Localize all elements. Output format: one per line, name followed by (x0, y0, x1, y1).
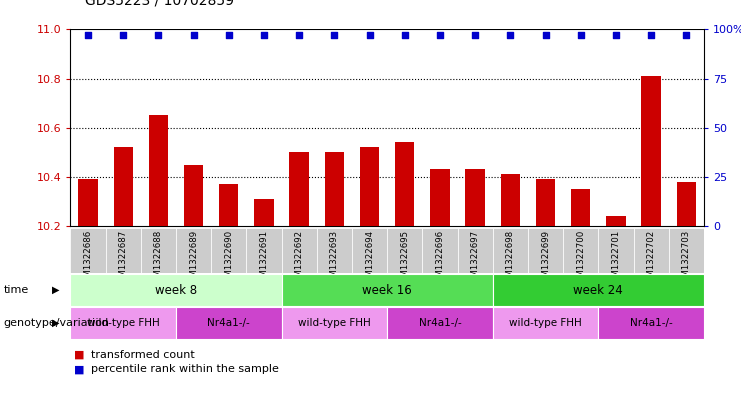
Point (293, 32, 305, 39)
Text: GSM1322695: GSM1322695 (400, 230, 409, 288)
Bar (598, 307, 704, 339)
Bar (70, 228, 105, 273)
Text: week 8: week 8 (155, 283, 197, 297)
Bar (290, 152, 309, 226)
Text: ■: ■ (74, 364, 84, 375)
Bar (677, 182, 696, 226)
Bar (501, 174, 520, 226)
Bar (536, 179, 555, 226)
Bar (668, 228, 704, 273)
Text: GSM1322688: GSM1322688 (154, 230, 163, 288)
Bar (642, 76, 661, 226)
Text: GSM1322686: GSM1322686 (84, 230, 93, 288)
Text: GSM1322693: GSM1322693 (330, 230, 339, 288)
Bar (457, 228, 493, 273)
Bar (571, 189, 591, 226)
Bar (422, 228, 457, 273)
Bar (246, 228, 282, 273)
Point (434, 32, 446, 39)
Point (153, 32, 165, 39)
Bar (395, 142, 414, 226)
Bar (493, 307, 598, 339)
Bar (528, 228, 563, 273)
Bar (360, 147, 379, 226)
Bar (563, 228, 598, 273)
Point (610, 32, 622, 39)
Bar (352, 228, 387, 273)
Bar (79, 179, 98, 226)
Point (82, 32, 94, 39)
Bar (325, 152, 344, 226)
Point (575, 32, 587, 39)
Point (258, 32, 270, 39)
Text: ▶: ▶ (52, 318, 59, 328)
Text: GSM1322698: GSM1322698 (506, 230, 515, 288)
Text: GSM1322687: GSM1322687 (119, 230, 127, 288)
Point (187, 32, 199, 39)
Text: ■: ■ (74, 350, 84, 360)
Bar (598, 228, 634, 273)
Text: Nr4a1-/-: Nr4a1-/- (630, 318, 673, 328)
Bar (387, 307, 493, 339)
Bar (176, 228, 211, 273)
Point (364, 32, 376, 39)
Text: Nr4a1-/-: Nr4a1-/- (419, 318, 462, 328)
Bar (141, 228, 176, 273)
Point (539, 32, 551, 39)
Bar (70, 274, 282, 306)
Text: GSM1322702: GSM1322702 (647, 230, 656, 288)
Point (645, 32, 657, 39)
Bar (634, 228, 668, 273)
Bar (316, 228, 352, 273)
Bar (282, 307, 387, 339)
Bar (211, 228, 246, 273)
Text: GSM1322689: GSM1322689 (189, 230, 198, 288)
Bar (105, 228, 141, 273)
Text: genotype/variation: genotype/variation (4, 318, 110, 328)
Text: wild-type FHH: wild-type FHH (298, 318, 370, 328)
Text: week 16: week 16 (362, 283, 412, 297)
Text: week 24: week 24 (574, 283, 623, 297)
Bar (431, 169, 450, 226)
Text: wild-type FHH: wild-type FHH (509, 318, 582, 328)
Bar (219, 184, 239, 226)
Bar (606, 216, 625, 226)
Text: ▶: ▶ (52, 285, 59, 295)
Text: percentile rank within the sample: percentile rank within the sample (91, 364, 279, 375)
Point (469, 32, 481, 39)
Text: GSM1322692: GSM1322692 (295, 230, 304, 288)
Bar (113, 147, 133, 226)
Text: GDS5223 / 10702859: GDS5223 / 10702859 (85, 0, 234, 8)
Text: GSM1322690: GSM1322690 (225, 230, 233, 288)
Text: wild-type FHH: wild-type FHH (87, 318, 159, 328)
Point (223, 32, 235, 39)
Text: transformed count: transformed count (91, 350, 195, 360)
Text: GSM1322694: GSM1322694 (365, 230, 374, 288)
Text: time: time (4, 285, 29, 295)
Bar (387, 228, 422, 273)
Bar (176, 307, 282, 339)
Text: GSM1322701: GSM1322701 (611, 230, 620, 288)
Bar (282, 228, 316, 273)
Bar (254, 199, 273, 226)
Text: GSM1322699: GSM1322699 (541, 230, 550, 288)
Point (117, 32, 129, 39)
Point (680, 32, 692, 39)
Point (399, 32, 411, 39)
Text: GSM1322697: GSM1322697 (471, 230, 479, 288)
Point (328, 32, 340, 39)
Text: GSM1322703: GSM1322703 (682, 230, 691, 288)
Text: GSM1322696: GSM1322696 (436, 230, 445, 288)
Bar (184, 165, 203, 226)
Bar (70, 307, 176, 339)
Bar (493, 228, 528, 273)
Text: Nr4a1-/-: Nr4a1-/- (207, 318, 250, 328)
Bar (282, 274, 493, 306)
Bar (149, 116, 168, 226)
Bar (465, 169, 485, 226)
Text: GSM1322691: GSM1322691 (259, 230, 268, 288)
Point (505, 32, 516, 39)
Text: GSM1322700: GSM1322700 (576, 230, 585, 288)
Bar (493, 274, 704, 306)
